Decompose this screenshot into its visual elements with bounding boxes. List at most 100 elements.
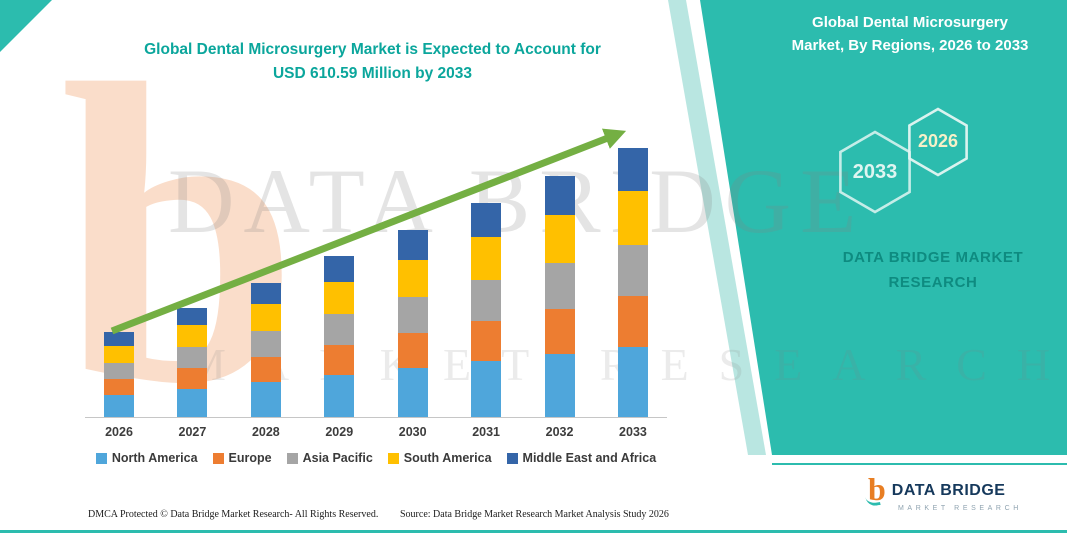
legend-label-south-america: South America	[403, 451, 492, 465]
legend-item-europe: Europe	[212, 451, 272, 465]
bar-stack-2027	[177, 307, 208, 417]
bar-segment-middle-east-and-africa	[250, 282, 281, 305]
bar-column-2026	[97, 332, 141, 417]
legend-item-middle-east-and-africa: Middle East and Africa	[506, 451, 657, 465]
bar-stack-2031	[471, 203, 502, 417]
page-title-line1: Global Dental Microsurgery Market is Exp…	[144, 41, 601, 58]
x-axis-label-2027: 2027	[178, 425, 207, 439]
bar-segment-asia-pacific	[104, 362, 134, 379]
bar-segment-europe	[250, 356, 281, 383]
bar-segment-north-america	[177, 388, 208, 417]
year-hexagons	[839, 107, 968, 214]
bar-column-2033	[611, 148, 655, 417]
bars-row	[85, 118, 667, 418]
bar-stack-2028	[250, 282, 281, 417]
legend-item-asia-pacific: Asia Pacific	[286, 451, 373, 465]
hexagon-year-front: 2026	[917, 131, 959, 151]
source-note: Source: Data Bridge Market Research Mark…	[400, 509, 669, 520]
legend-label-europe: Europe	[228, 451, 272, 465]
x-axis-label-2029: 2029	[325, 425, 354, 439]
bar-segment-north-america	[397, 368, 428, 417]
bar-segment-europe	[397, 332, 428, 369]
bar-column-2029	[317, 255, 361, 417]
legend-swatch-europe	[212, 452, 224, 464]
bar-segment-middle-east-and-africa	[544, 176, 575, 215]
bar-column-2027	[170, 307, 214, 417]
bar-segment-middle-east-and-africa	[471, 203, 502, 238]
side-panel-brand: DATA BRIDGE MARKET RESEARCH	[800, 246, 1066, 296]
legend-swatch-middle-east-and-africa	[506, 452, 518, 464]
legend-swatch-asia-pacific	[286, 452, 298, 464]
x-labels-row: 2026 2027 2028 2029 2030 2031 2032 2033	[85, 425, 667, 439]
legend-row: North America Europe Asia Pacific South Ame…	[85, 451, 667, 465]
legend-swatch-north-america	[95, 452, 107, 464]
legend-label-asia-pacific: Asia Pacific	[302, 451, 373, 465]
stacked-bar-chart: 2026 2027 2028 2029 2030 2031 2032 2033 North A…	[85, 118, 667, 465]
bar-segment-europe	[471, 320, 502, 362]
x-axis-label-2033: 2033	[619, 425, 647, 439]
bar-segment-asia-pacific	[471, 280, 502, 321]
x-axis-label-2028: 2028	[251, 425, 280, 439]
company-logo-row: b DATA BRIDGE	[868, 471, 1063, 507]
company-logo-b-icon: b	[868, 471, 886, 507]
legend-item-south-america: South America	[387, 451, 492, 465]
bar-segment-south-america	[177, 325, 208, 347]
company-logo-subtitle: MARKET RESEARCH	[898, 505, 1022, 513]
side-panel-title-line1: Global Dental Microsurgery	[812, 14, 1008, 31]
bottom-border-line	[0, 530, 1067, 533]
logo-divider-line	[772, 463, 1067, 465]
hexagon-2026	[908, 107, 968, 177]
bar-segment-north-america	[324, 375, 355, 417]
bar-segment-south-america	[250, 304, 281, 332]
bar-segment-north-america	[471, 361, 502, 417]
bar-segment-asia-pacific	[250, 331, 281, 357]
legend-label-middle-east-and-africa: Middle East and Africa	[522, 451, 657, 465]
bar-segment-europe	[104, 378, 134, 395]
bar-segment-south-america	[471, 237, 502, 281]
x-axis-label-2026: 2026	[105, 425, 133, 439]
bar-stack-2030	[397, 229, 428, 417]
bar-segment-europe	[617, 296, 648, 348]
bar-segment-europe	[324, 344, 355, 376]
legend-swatch-south-america	[387, 452, 399, 464]
legend-label-north-america: North America	[111, 451, 198, 465]
bar-segment-north-america	[104, 395, 134, 417]
side-panel-brand-line1: DATA BRIDGE MARKET	[842, 249, 1024, 266]
bar-column-2028	[244, 282, 288, 417]
bar-stack-2029	[324, 255, 355, 417]
page-title: Global Dental Microsurgery Market is Exp…	[90, 38, 655, 86]
bar-segment-asia-pacific	[544, 262, 575, 309]
bar-segment-middle-east-and-africa	[324, 255, 355, 282]
bar-segment-middle-east-and-africa	[397, 229, 428, 260]
company-logo-name: DATA BRIDGE	[891, 482, 1006, 500]
bar-segment-asia-pacific	[397, 297, 428, 333]
company-logo: b DATA BRIDGE MARKET RESEARCH	[868, 471, 1063, 513]
bar-stack-2026	[104, 332, 134, 417]
dmca-notice: DMCA Protected © Data Bridge Market Rese…	[88, 509, 379, 520]
bar-segment-middle-east-and-africa	[104, 332, 134, 346]
bar-segment-south-america	[544, 214, 575, 263]
x-axis-label-2032: 2032	[545, 425, 574, 439]
bar-segment-south-america	[617, 191, 648, 246]
hexagon-year-back: 2033	[852, 161, 898, 183]
bar-segment-europe	[544, 308, 575, 355]
x-axis-label-2031: 2031	[472, 425, 501, 439]
bar-segment-asia-pacific	[177, 346, 208, 368]
bar-stack-2032	[544, 176, 575, 417]
bar-segment-middle-east-and-africa	[177, 307, 208, 326]
bar-segment-middle-east-and-africa	[617, 148, 648, 192]
bar-segment-south-america	[397, 259, 428, 298]
bar-column-2032	[538, 176, 582, 417]
x-axis-label-2030: 2030	[398, 425, 427, 439]
bar-column-2030	[391, 229, 435, 417]
side-panel-brand-line2: RESEARCH	[888, 273, 978, 291]
bar-segment-asia-pacific	[617, 245, 648, 297]
side-panel-title: Global Dental Microsurgery Market, By Re…	[766, 12, 1054, 57]
bar-segment-asia-pacific	[324, 313, 355, 345]
bar-column-2031	[464, 203, 508, 417]
bar-segment-north-america	[617, 347, 648, 417]
bar-segment-europe	[177, 367, 208, 389]
page-title-line2: USD 610.59 Million by 2033	[272, 65, 472, 83]
